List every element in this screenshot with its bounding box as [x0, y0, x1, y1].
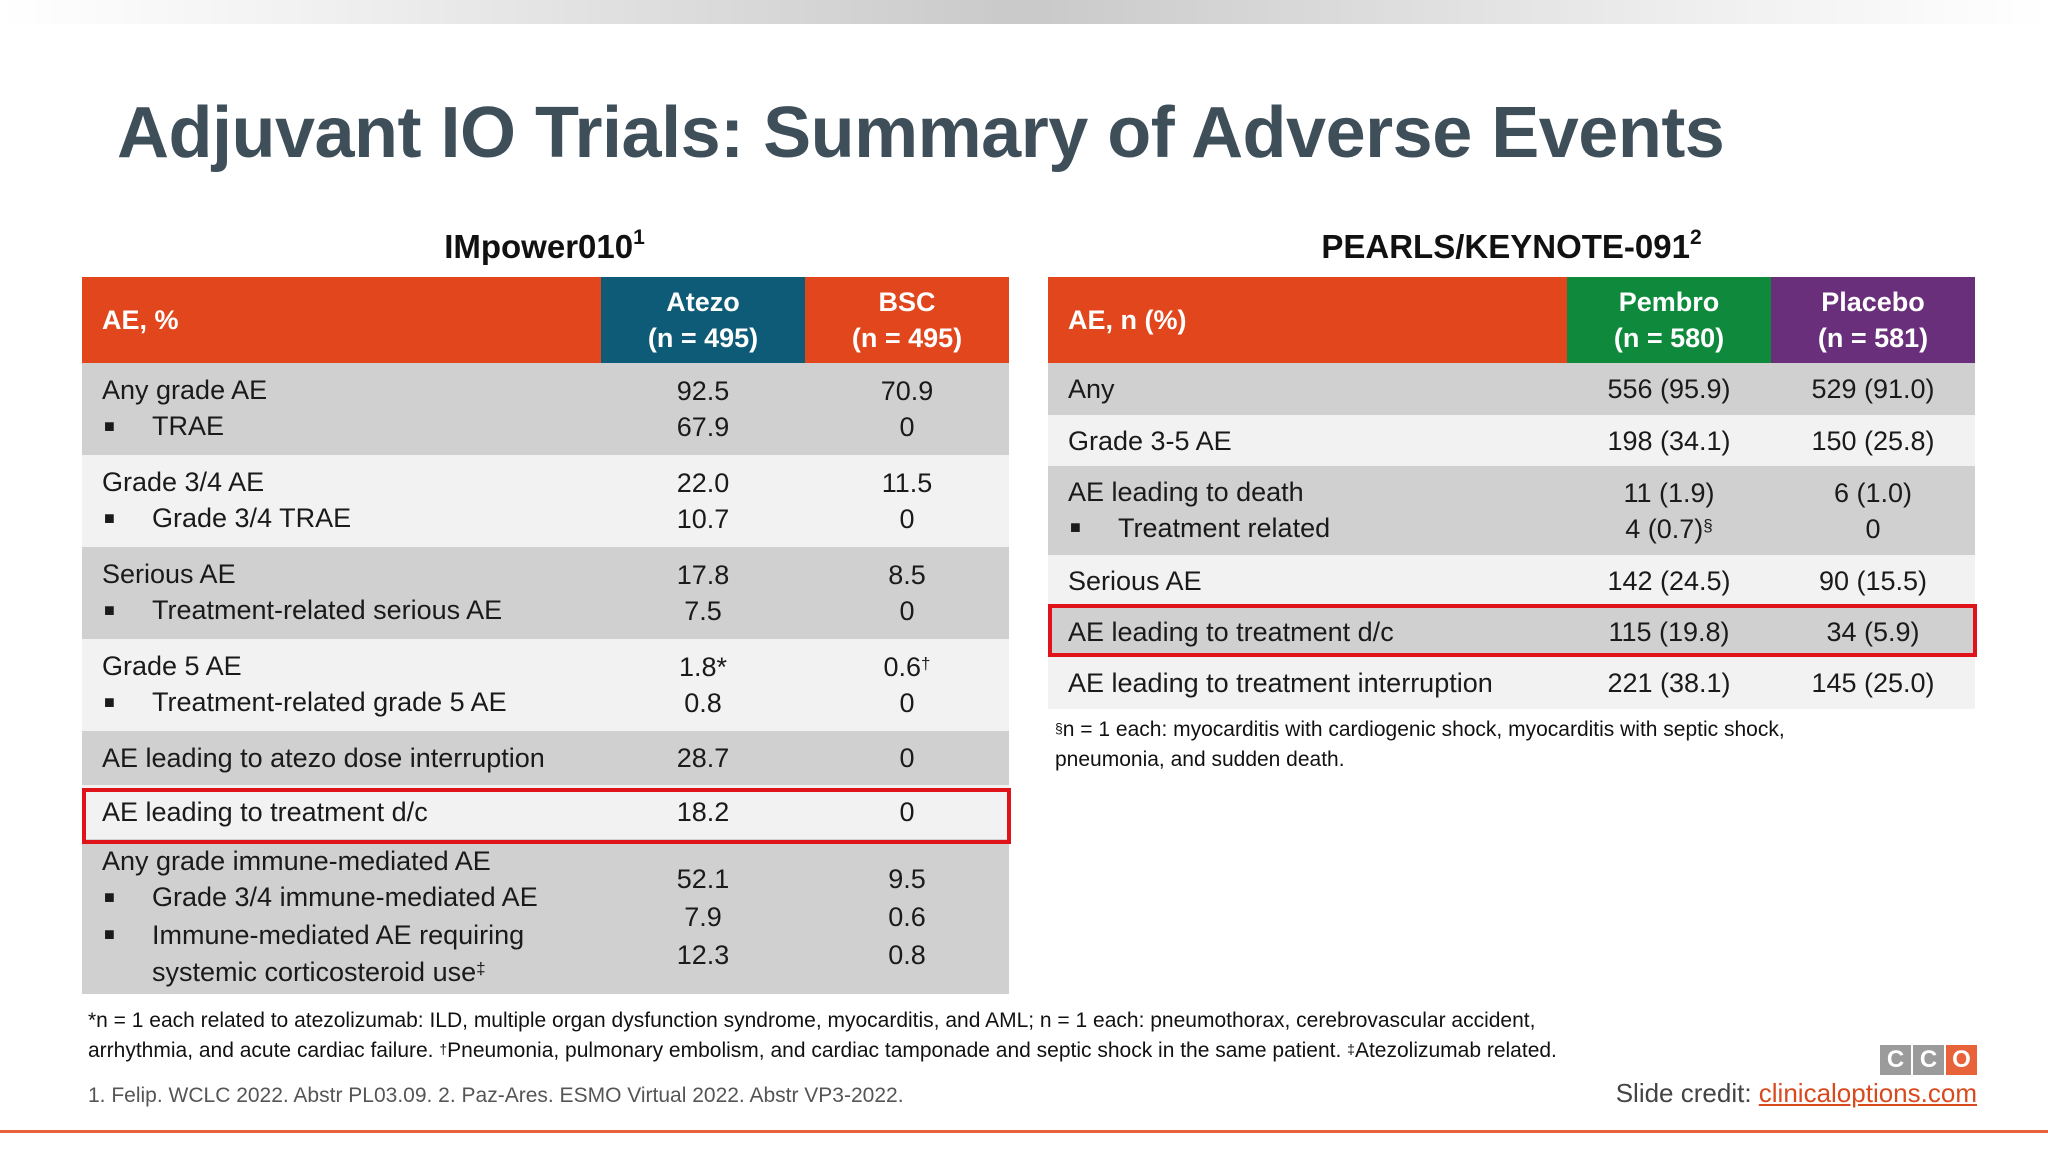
row-label: Grade 3/4 AE ■ Grade 3/4 TRAE [82, 455, 601, 547]
table-row: AE leading to atezo dose interruption 28… [82, 731, 1009, 785]
table-row: AE leading to treatment interruption 221… [1048, 657, 1975, 709]
bsc-value: 8.5 0 [888, 560, 926, 626]
header-ae-percent: AE, % [82, 277, 601, 363]
bsc-value: 0.6† 0 [883, 652, 931, 718]
header-atezo: Atezo (n = 495) [601, 277, 805, 363]
table-row: Grade 3/4 AE ■ Grade 3/4 TRAE 22.0 10.7 11… [82, 455, 1009, 547]
atezo-value: 92.5 67.9 [676, 376, 730, 442]
table-row-highlighted: AE leading to treatment d/c 115 (19.8) 3… [1048, 606, 1975, 657]
row-label: AE leading to treatment d/c [102, 797, 428, 827]
row-label: AE leading to atezo dose interruption [102, 743, 545, 773]
header-pembro: Pembro (n = 580) [1567, 277, 1771, 363]
atezo-value: 18.2 [676, 797, 730, 827]
placebo-value: 6 (1.0) 0 [1833, 477, 1913, 544]
placebo-value: 529 (91.0) [1811, 374, 1935, 404]
header-ae-n-percent: AE, n (%) [1048, 277, 1567, 363]
bullet-icon: ■ [1070, 517, 1081, 538]
left-table-title: IMpower0101 [82, 226, 1007, 266]
clinicaloptions-link[interactable]: clinicaloptions.com [1758, 1078, 1977, 1108]
bullet-icon: ■ [104, 599, 115, 620]
header-placebo: Placebo (n = 581) [1771, 277, 1975, 363]
table-row: Serious AE ■ Treatment-related serious AE… [82, 547, 1009, 639]
header-bsc: BSC (n = 495) [805, 277, 1009, 363]
table-row: Any 556 (95.9) 529 (91.0) [1048, 363, 1975, 415]
row-label: AE leading to death ■ Treatment related [1048, 466, 1567, 555]
atezo-value: 52.1 7.9 12.3 [676, 863, 730, 970]
slide-title: Adjuvant IO Trials: Summary of Adverse E… [117, 93, 1725, 173]
table-row: Grade 5 AE ■ Treatment-related grade 5 AE… [82, 639, 1009, 731]
right-table-title: PEARLS/KEYNOTE-0912 [1048, 226, 1975, 266]
highlight-box-left [82, 788, 1011, 844]
bottom-accent-line [0, 1130, 2048, 1133]
slide-credit: Slide credit: clinicaloptions.com [1615, 1078, 1977, 1108]
row-label: AE leading to treatment d/c [1068, 616, 1394, 647]
left-table-ref: 1 [633, 226, 645, 249]
placebo-value: 34 (5.9) [1826, 616, 1920, 647]
table-row: AE leading to death ■ Treatment related 1… [1048, 466, 1975, 555]
row-label: AE leading to treatment interruption [1068, 668, 1493, 698]
atezo-value: 1.8* 0.8 [678, 652, 728, 718]
row-label: Serious AE [1068, 565, 1202, 596]
pembro-value: 221 (38.1) [1607, 668, 1731, 698]
bsc-value: 11.5 0 [881, 468, 933, 534]
pembro-value: 115 (19.8) [1608, 616, 1730, 647]
cco-logo: C C O [1880, 1045, 1977, 1075]
placebo-value: 150 (25.8) [1811, 425, 1935, 456]
impower010-table: AE, % Atezo (n = 495) BSC (n = 495) Any gr… [82, 277, 1009, 994]
placebo-value: 145 (25.0) [1811, 668, 1935, 698]
bottom-footnote: *n = 1 each related to atezolizumab: ILD… [88, 1009, 1557, 1062]
row-label: Grade 3-5 AE [1068, 425, 1232, 456]
atezo-value: 22.0 10.7 [676, 468, 730, 534]
table-header-row: AE, % Atezo (n = 495) BSC (n = 495) [82, 277, 1009, 363]
row-label: Grade 5 AE ■ Treatment-related grade 5 AE [82, 639, 601, 731]
bullet-icon: ■ [104, 886, 115, 907]
bullet-icon: ■ [104, 924, 115, 945]
bullet-icon: ■ [104, 415, 115, 436]
atezo-value: 28.7 [676, 743, 730, 773]
table-row: Any grade AE ■ TRAE 92.5 67.9 70.9 0 [82, 363, 1009, 455]
table-row: Serious AE 142 (24.5) 90 (15.5) [1048, 555, 1975, 606]
bsc-value: 0 [899, 743, 915, 773]
row-label: Any grade immune-mediated AE ■ Grade 3/4 … [102, 845, 538, 988]
pearls-keynote-091-table: AE, n (%) Pembro (n = 580) Placebo (n = 58… [1048, 277, 1975, 709]
table-row: Grade 3-5 AE 198 (34.1) 150 (25.8) [1048, 415, 1975, 466]
table-row: Any grade immune-mediated AE ■ Grade 3/4 … [82, 839, 1009, 994]
row-label: Any grade AE ■ TRAE [82, 363, 601, 455]
pembro-value: 556 (95.9) [1607, 374, 1731, 404]
row-label: Serious AE ■ Treatment-related serious AE [82, 547, 601, 639]
right-table-footnote: §n = 1 each: myocarditis with cardiogeni… [1055, 718, 1785, 771]
right-table-name: PEARLS/KEYNOTE-091 [1321, 228, 1690, 265]
bullet-icon: ■ [104, 507, 115, 528]
highlight-box-right [1048, 604, 1977, 657]
pembro-value: 198 (34.1) [1607, 425, 1731, 456]
left-table-name: IMpower010 [444, 228, 634, 265]
table-row-highlighted: AE leading to treatment d/c 18.2 0 [82, 785, 1009, 839]
right-table-ref: 2 [1689, 226, 1702, 249]
bullet-icon: ■ [104, 691, 115, 712]
references: 1. Felip. WCLC 2022. Abstr PL03.09. 2. P… [88, 1084, 904, 1107]
row-label: Any [1068, 374, 1115, 404]
pembro-value: 11 (1.9) 4 (0.7)§ [1623, 477, 1715, 544]
placebo-value: 90 (15.5) [1818, 565, 1928, 596]
pembro-value: 142 (24.5) [1607, 565, 1731, 596]
bsc-value: 70.9 0 [880, 376, 934, 442]
bsc-value: 0 [899, 797, 915, 827]
atezo-value: 17.8 7.5 [676, 560, 730, 626]
bsc-value: 9.5 0.6 0.8 [888, 863, 926, 970]
table-header-row: AE, n (%) Pembro (n = 580) Placebo (n = 58… [1048, 277, 1975, 363]
top-gradient-bar [0, 0, 2048, 24]
